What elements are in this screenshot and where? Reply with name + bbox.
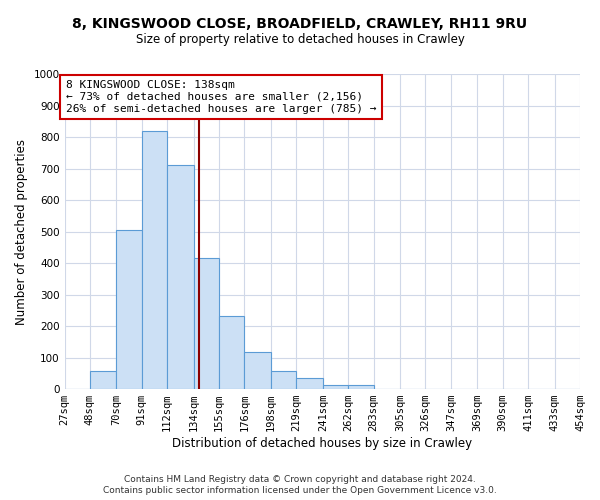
Bar	[167, 166, 194, 389]
Bar	[244, 352, 271, 389]
Bar	[219, 316, 244, 389]
X-axis label: Distribution of detached houses by size in Crawley: Distribution of detached houses by size …	[172, 437, 472, 450]
Text: 8, KINGSWOOD CLOSE, BROADFIELD, CRAWLEY, RH11 9RU: 8, KINGSWOOD CLOSE, BROADFIELD, CRAWLEY,…	[73, 18, 527, 32]
Bar	[116, 230, 142, 389]
Y-axis label: Number of detached properties: Number of detached properties	[15, 138, 28, 324]
Text: Contains HM Land Registry data © Crown copyright and database right 2024.: Contains HM Land Registry data © Crown c…	[124, 475, 476, 484]
Text: 8 KINGSWOOD CLOSE: 138sqm
← 73% of detached houses are smaller (2,156)
26% of se: 8 KINGSWOOD CLOSE: 138sqm ← 73% of detac…	[66, 80, 376, 114]
Bar	[348, 386, 374, 389]
Bar	[194, 258, 219, 389]
Bar	[323, 386, 348, 389]
Bar	[90, 371, 116, 389]
Text: Size of property relative to detached houses in Crawley: Size of property relative to detached ho…	[136, 32, 464, 46]
Bar	[271, 371, 296, 389]
Text: Contains public sector information licensed under the Open Government Licence v3: Contains public sector information licen…	[103, 486, 497, 495]
Bar	[296, 378, 323, 389]
Bar	[142, 130, 167, 389]
